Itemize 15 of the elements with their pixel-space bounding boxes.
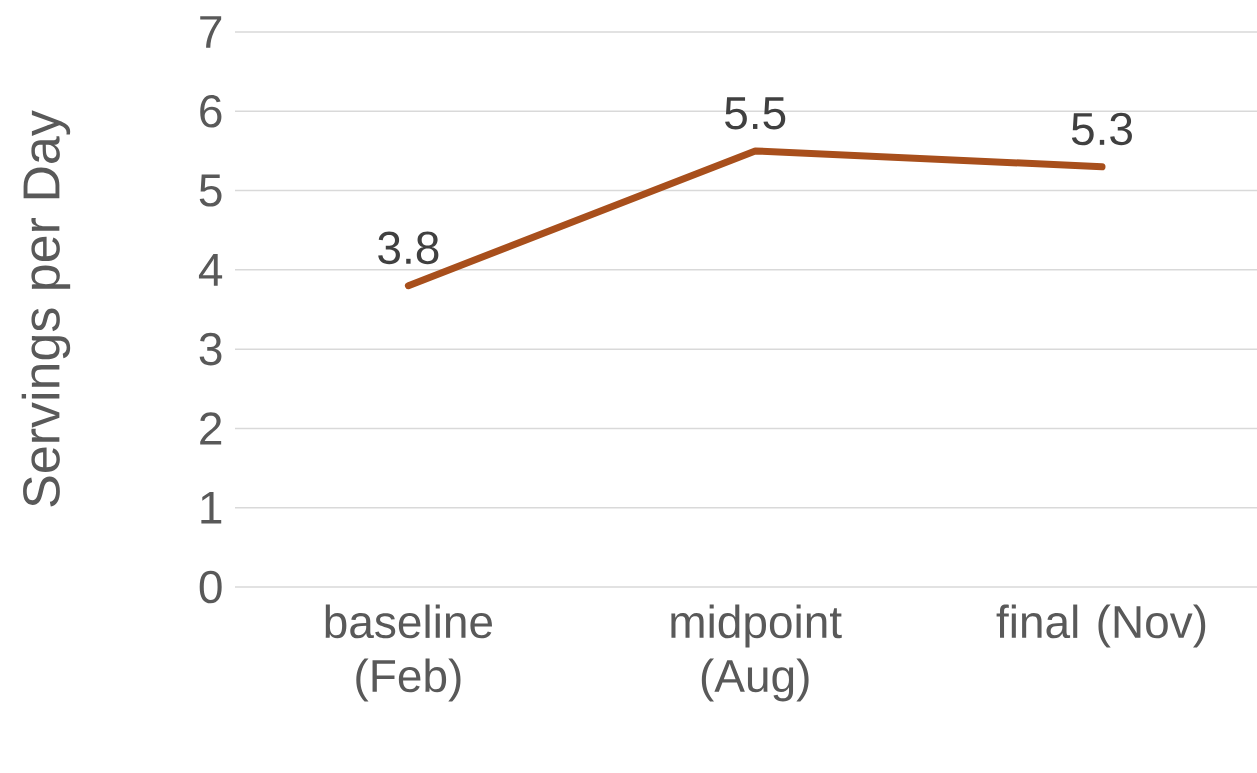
y-axis-title: Servings per Day [21, 110, 71, 507]
x-tick-label: baseline (Feb) [325, 604, 492, 702]
y-tick-label: 1 [201, 491, 222, 524]
y-tick-label: 3 [199, 332, 222, 366]
y-tick-label: 7 [200, 16, 222, 48]
x-tick-label: midpoint (Aug) [671, 604, 842, 702]
y-tick-label: 6 [200, 95, 222, 128]
y-tick-label: 5 [199, 174, 222, 207]
y-tick-label: 2 [200, 412, 222, 445]
x-tick-label: final (Nov) [996, 604, 1206, 648]
y-tick-label: 4 [198, 254, 223, 286]
y-tick-label: 0 [199, 570, 222, 604]
data-label: 5.3 [1071, 112, 1132, 146]
data-label: 5.5 [725, 97, 786, 130]
data-label: 3.8 [378, 231, 439, 265]
